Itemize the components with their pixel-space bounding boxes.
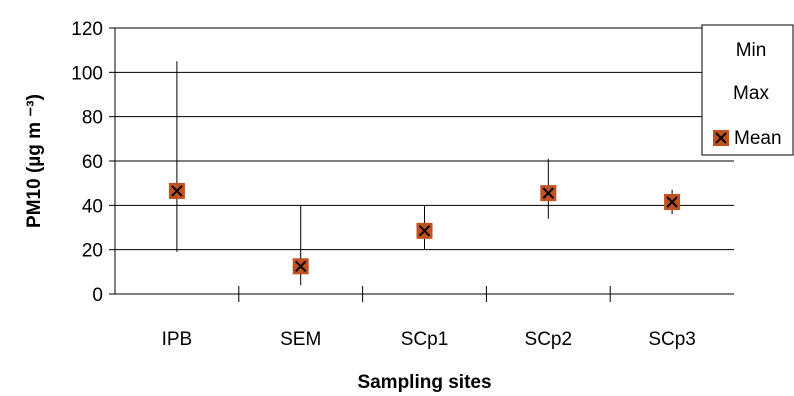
mean-marker-x xyxy=(542,187,555,199)
legend-mean-symbol xyxy=(713,130,729,146)
y-tick-label: 120 xyxy=(71,19,103,40)
mean-point xyxy=(292,258,309,275)
min-max-ranges xyxy=(176,61,673,286)
x-axis-title: Sampling sites xyxy=(357,372,491,393)
mean-marker-x xyxy=(666,196,678,208)
mean-marker-x xyxy=(294,260,307,272)
x-tick-label: SCp1 xyxy=(401,329,449,350)
y-tick-label: 60 xyxy=(82,152,103,173)
y-axis-ticks: 0 20 40 60 80 100 120 xyxy=(71,19,115,306)
legend-mean-marker xyxy=(713,130,729,146)
mean-marker-x xyxy=(418,225,431,237)
mean-point xyxy=(540,185,557,202)
legend-label-min: Min xyxy=(736,40,767,61)
legend: Min Max Mean xyxy=(701,24,794,156)
mean-marker-x xyxy=(171,185,183,197)
x-tick-label: SEM xyxy=(280,329,321,350)
x-axis-ticks: IPB SEM SCp1 SCp2 SCp3 xyxy=(162,286,696,350)
mean-point xyxy=(664,194,681,211)
mean-markers xyxy=(168,182,681,275)
gridlines xyxy=(115,27,734,251)
x-tick-label: SCp3 xyxy=(648,329,696,350)
x-tick-label: IPB xyxy=(162,329,193,350)
y-tick-label: 0 xyxy=(92,285,103,306)
y-tick-label: 80 xyxy=(82,108,103,129)
y-axis-title: PM10 (µg m ⁻³) xyxy=(24,94,45,228)
mean-marker-x xyxy=(715,132,727,144)
legend-label-max: Max xyxy=(733,83,769,104)
legend-label-mean: Mean xyxy=(734,128,782,149)
mean-point xyxy=(416,222,433,239)
y-tick-label: 100 xyxy=(71,63,103,84)
x-tick-label: SCp2 xyxy=(525,329,573,350)
y-tick-label: 20 xyxy=(82,241,103,262)
mean-point xyxy=(168,182,185,199)
y-tick-label: 40 xyxy=(82,196,103,217)
